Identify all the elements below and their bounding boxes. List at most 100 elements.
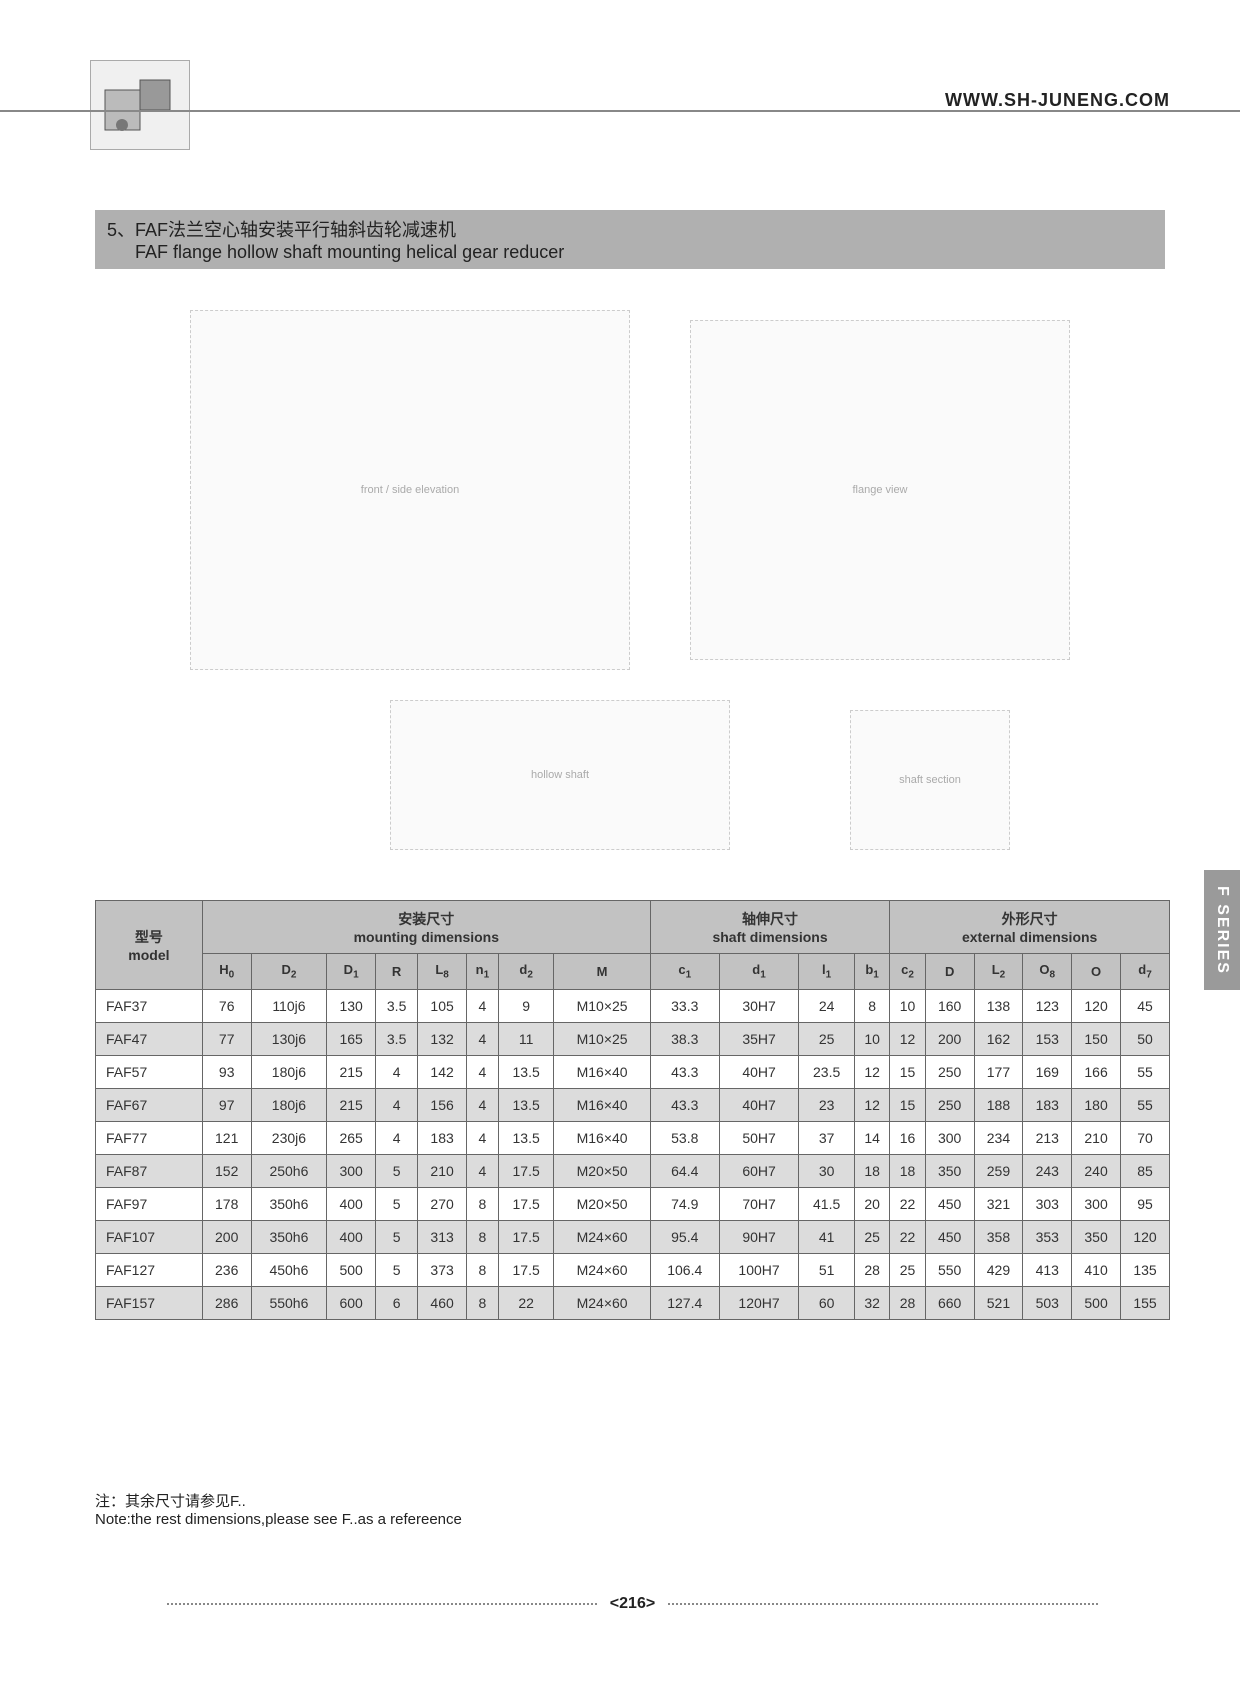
model-cell: FAF97	[96, 1187, 203, 1220]
value-cell: 18	[854, 1154, 889, 1187]
value-cell: 120	[1072, 989, 1121, 1022]
column-header: c2	[890, 954, 925, 990]
value-cell: 13.5	[498, 1088, 554, 1121]
value-cell: 4	[467, 989, 499, 1022]
value-cell: 460	[418, 1286, 467, 1319]
value-cell: 8	[467, 1253, 499, 1286]
value-cell: 410	[1072, 1253, 1121, 1286]
model-header-zh: 型号	[98, 927, 200, 947]
value-cell: 17.5	[498, 1187, 554, 1220]
value-cell: 127.4	[650, 1286, 719, 1319]
model-cell: FAF37	[96, 989, 203, 1022]
value-cell: 160	[925, 989, 974, 1022]
value-cell: 28	[854, 1253, 889, 1286]
value-cell: 450	[925, 1187, 974, 1220]
value-cell: 30	[799, 1154, 855, 1187]
value-cell: 70	[1120, 1121, 1169, 1154]
value-cell: 13.5	[498, 1055, 554, 1088]
value-cell: 35H7	[719, 1022, 799, 1055]
value-cell: 5	[376, 1220, 418, 1253]
model-cell: FAF107	[96, 1220, 203, 1253]
page-header: WWW.SH-JUNENG.COM	[0, 60, 1240, 150]
value-cell: 3.5	[376, 1022, 418, 1055]
value-cell: M16×40	[554, 1121, 650, 1154]
value-cell: 130j6	[251, 1022, 327, 1055]
value-cell: 32	[854, 1286, 889, 1319]
model-cell: FAF57	[96, 1055, 203, 1088]
table-group-row: 型号 model 安装尺寸 mounting dimensions 轴伸尺寸 s…	[96, 901, 1170, 954]
column-header: D	[925, 954, 974, 990]
column-header: D1	[327, 954, 376, 990]
value-cell: 70H7	[719, 1187, 799, 1220]
value-cell: 10	[854, 1022, 889, 1055]
value-cell: 16	[890, 1121, 925, 1154]
value-cell: M10×25	[554, 1022, 650, 1055]
value-cell: 5	[376, 1253, 418, 1286]
value-cell: 8	[854, 989, 889, 1022]
value-cell: 55	[1120, 1088, 1169, 1121]
value-cell: 22	[890, 1187, 925, 1220]
value-cell: 400	[327, 1187, 376, 1220]
value-cell: 64.4	[650, 1154, 719, 1187]
value-cell: 17.5	[498, 1253, 554, 1286]
value-cell: 41	[799, 1220, 855, 1253]
model-header-en: model	[98, 947, 200, 963]
note-zh: 注：其余尺寸请参见F..	[95, 1490, 462, 1511]
section-title: 5、FAF法兰空心轴安装平行轴斜齿轮减速机 FAF flange hollow …	[95, 210, 1165, 269]
value-cell: 12	[890, 1022, 925, 1055]
diagram-flange-view: flange view	[690, 320, 1070, 660]
value-cell: 259	[974, 1154, 1023, 1187]
logo-box	[90, 60, 190, 150]
value-cell: 20	[854, 1187, 889, 1220]
value-cell: 373	[418, 1253, 467, 1286]
value-cell: 97	[202, 1088, 251, 1121]
value-cell: 180j6	[251, 1055, 327, 1088]
value-cell: 4	[467, 1121, 499, 1154]
column-header: D2	[251, 954, 327, 990]
table-row: FAF6797180j62154156413.5M16×4043.340H723…	[96, 1088, 1170, 1121]
value-cell: 183	[1023, 1088, 1072, 1121]
value-cell: 95	[1120, 1187, 1169, 1220]
value-cell: 240	[1072, 1154, 1121, 1187]
value-cell: M24×60	[554, 1253, 650, 1286]
model-header: 型号 model	[96, 901, 203, 990]
value-cell: 4	[376, 1055, 418, 1088]
value-cell: 50H7	[719, 1121, 799, 1154]
table-row: FAF3776110j61303.510549M10×2533.330H7248…	[96, 989, 1170, 1022]
column-header: O8	[1023, 954, 1072, 990]
value-cell: 105	[418, 989, 467, 1022]
value-cell: 150	[1072, 1022, 1121, 1055]
value-cell: 210	[418, 1154, 467, 1187]
value-cell: 25	[854, 1220, 889, 1253]
page-footer: <216>	[95, 1595, 1170, 1613]
value-cell: 10	[890, 989, 925, 1022]
value-cell: M20×50	[554, 1187, 650, 1220]
table-row: FAF87152250h63005210417.5M20×5064.460H73…	[96, 1154, 1170, 1187]
title-zh: 5、FAF法兰空心轴安装平行轴斜齿轮减速机	[107, 216, 1153, 242]
value-cell: 200	[925, 1022, 974, 1055]
value-cell: 15	[890, 1055, 925, 1088]
table-row: FAF127236450h65005373817.5M24×60106.4100…	[96, 1253, 1170, 1286]
website-url: WWW.SH-JUNENG.COM	[945, 90, 1170, 111]
group-shaft: 轴伸尺寸 shaft dimensions	[650, 901, 890, 954]
column-header: d1	[719, 954, 799, 990]
value-cell: 11	[498, 1022, 554, 1055]
value-cell: 12	[854, 1055, 889, 1088]
model-cell: FAF77	[96, 1121, 203, 1154]
value-cell: 4	[467, 1022, 499, 1055]
value-cell: 14	[854, 1121, 889, 1154]
value-cell: 215	[327, 1055, 376, 1088]
column-header: c1	[650, 954, 719, 990]
value-cell: 95.4	[650, 1220, 719, 1253]
table-row: FAF157286550h66006460822M24×60127.4120H7…	[96, 1286, 1170, 1319]
column-header: L2	[974, 954, 1023, 990]
value-cell: 123	[1023, 989, 1072, 1022]
value-cell: 313	[418, 1220, 467, 1253]
value-cell: 210	[1072, 1121, 1121, 1154]
value-cell: 303	[1023, 1187, 1072, 1220]
table-row: FAF107200350h64005313817.5M24×6095.490H7…	[96, 1220, 1170, 1253]
value-cell: 353	[1023, 1220, 1072, 1253]
column-header: n1	[467, 954, 499, 990]
value-cell: 77	[202, 1022, 251, 1055]
column-header: O	[1072, 954, 1121, 990]
